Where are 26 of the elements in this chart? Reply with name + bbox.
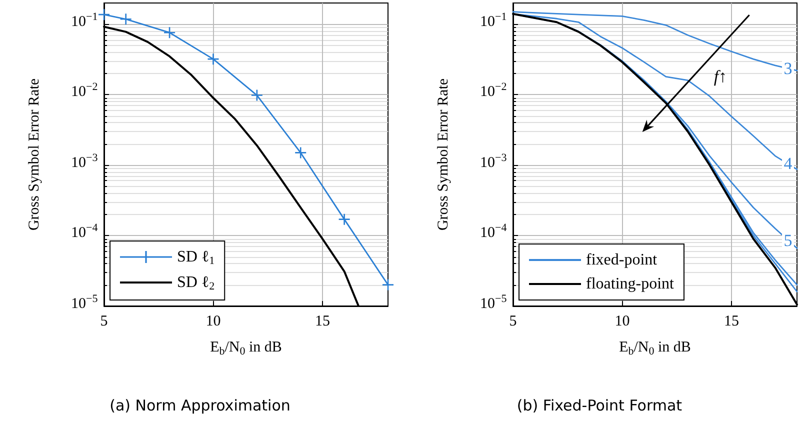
y-tick-label: 10$^{−3}$ [480, 152, 507, 171]
x-tick-label: 5 [509, 314, 517, 330]
y-axis-title: Gross Symbol Error Rate [26, 78, 42, 231]
y-tick-label: 10$^{−2}$ [480, 81, 507, 100]
y-tick-label: 10$^{−4}$ [71, 222, 98, 242]
y-tick-label: 10$^{−3}$ [71, 152, 98, 171]
legend-label: floating-point [586, 276, 675, 292]
x-tick-label: 5 [100, 314, 108, 330]
x-tick-label: 15 [314, 314, 330, 330]
text: (a) Norm Approximation [110, 396, 290, 414]
y-tick-label: 10$^{−1}$ [480, 10, 507, 30]
annotation: 4 [782, 154, 794, 174]
y-tick-label: 10$^{−5}$ [480, 292, 507, 312]
y-tick-label: 10$^{−4}$ [480, 222, 507, 242]
y-axis-title: Gross Symbol Error Rate [436, 78, 452, 231]
y-tick-label: 10$^{−1}$ [71, 10, 98, 30]
annotation: f↑ [714, 66, 728, 86]
x-tick-label: 15 [724, 314, 739, 330]
legend-label: fixed-point [586, 252, 658, 268]
x-tick-label: 10 [206, 314, 221, 330]
text: (b) Fixed-Point Format [516, 396, 682, 414]
x-tick-label: 10 [614, 314, 630, 330]
y-tick-label: 10$^{−5}$ [71, 292, 98, 312]
annotation: 3 [782, 58, 794, 78]
y-tick-label: 10$^{−2}$ [71, 81, 98, 100]
annotation: 5 [782, 230, 794, 250]
